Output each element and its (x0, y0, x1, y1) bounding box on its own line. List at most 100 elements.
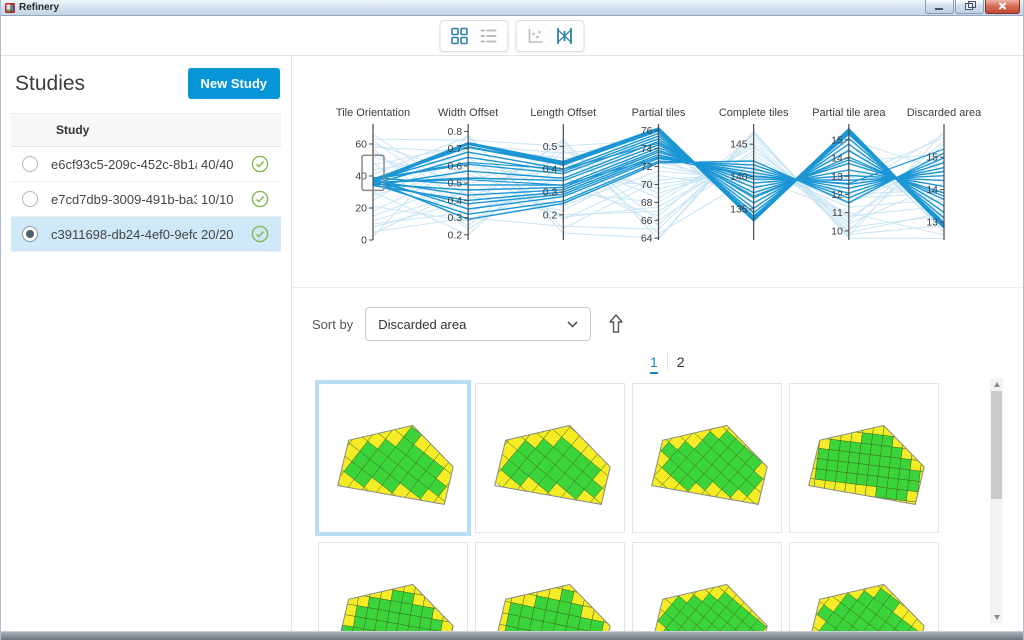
grid-view-icon[interactable] (451, 27, 469, 45)
study-row[interactable]: c3911698-db24-4ef0-9efc-a7 20/20 (11, 217, 281, 252)
section-divider (292, 287, 1023, 288)
svg-text:Width Offset: Width Offset (438, 107, 498, 119)
results-scrollbar[interactable] (990, 378, 1003, 623)
result-thumbnail[interactable] (789, 383, 939, 533)
result-thumbnail[interactable] (789, 542, 939, 632)
minimize-button[interactable] (925, 0, 954, 14)
study-radio[interactable] (22, 156, 38, 172)
result-thumbnail[interactable] (632, 383, 782, 533)
sort-controls: Sort by Discarded area (312, 307, 625, 341)
svg-text:Partial tiles: Partial tiles (632, 107, 686, 119)
scroll-up-icon[interactable] (990, 378, 1003, 390)
result-thumbnail[interactable] (315, 380, 471, 536)
window-title: Refinery (19, 1, 60, 13)
svg-text:68: 68 (641, 197, 653, 209)
svg-text:0.3: 0.3 (448, 212, 463, 224)
svg-text:140: 140 (730, 171, 748, 183)
svg-text:0.4: 0.4 (543, 164, 558, 176)
result-thumbnail[interactable] (632, 542, 782, 632)
svg-text:20: 20 (355, 203, 367, 215)
svg-text:13: 13 (926, 217, 938, 229)
svg-text:14: 14 (831, 153, 843, 165)
study-row[interactable]: e7cd7db9-3009-491b-ba3e-5 10/10 (11, 182, 281, 217)
result-thumbnail[interactable] (475, 383, 625, 533)
svg-text:Complete tiles: Complete tiles (719, 107, 789, 119)
svg-text:0.3: 0.3 (543, 187, 558, 199)
app-icon (5, 2, 15, 13)
svg-text:Length Offset: Length Offset (530, 107, 596, 119)
study-progress: 10/10 (201, 191, 234, 207)
result-thumbnail[interactable] (318, 542, 468, 632)
studies-panel: Studies New Study Study e6cf93c5-209c-45… (1, 56, 291, 632)
close-button[interactable] (985, 0, 1020, 14)
svg-text:0: 0 (361, 235, 367, 247)
studies-table-header: Study (11, 113, 281, 147)
studies-table: Study e6cf93c5-209c-452c-8b1a-4 40/40 e7… (11, 113, 281, 252)
study-complete-icon (251, 225, 269, 243)
view-toolbar (439, 20, 585, 52)
study-id: e7cd7db9-3009-491b-ba3e-5 (51, 191, 197, 207)
sort-field-value: Discarded area (378, 316, 467, 332)
study-id: c3911698-db24-4ef0-9efc-a7 (51, 226, 197, 242)
svg-text:Partial tile area: Partial tile area (812, 107, 886, 119)
panel-divider (291, 56, 292, 632)
svg-text:12: 12 (831, 189, 843, 201)
scatter-plot-icon[interactable] (527, 27, 545, 45)
svg-text:72: 72 (641, 161, 653, 173)
svg-text:15: 15 (926, 152, 938, 164)
restore-icon (965, 1, 976, 10)
study-radio[interactable] (22, 191, 38, 207)
titlebar: Refinery (1, 0, 1023, 16)
chevron-down-icon (567, 320, 578, 328)
restore-button[interactable] (955, 0, 984, 14)
svg-text:135: 135 (730, 203, 748, 215)
sort-field-dropdown[interactable]: Discarded area (365, 307, 592, 341)
svg-text:64: 64 (641, 233, 653, 245)
svg-text:11: 11 (832, 207, 843, 219)
svg-text:0.2: 0.2 (448, 229, 463, 241)
study-complete-icon (251, 155, 269, 173)
svg-text:0.7: 0.7 (448, 143, 463, 155)
page-1-link[interactable]: 1 (641, 353, 667, 374)
topbar (1, 16, 1023, 56)
scroll-down-icon[interactable] (990, 611, 1003, 623)
svg-text:10: 10 (831, 225, 843, 237)
parallel-coordinates-chart[interactable]: Tile Orientation 0 20 40 60 Width Offset 0.2 0.… (301, 98, 1023, 273)
new-study-button[interactable]: New Study (187, 68, 280, 99)
svg-text:145: 145 (730, 139, 748, 151)
svg-text:70: 70 (641, 179, 653, 191)
svg-text:13: 13 (831, 171, 843, 183)
svg-text:40: 40 (355, 171, 367, 183)
main-panel: Tile Orientation 0 20 40 60 Width Offset 0.2 0.… (292, 56, 1023, 632)
parallel-coordinates-icon[interactable] (556, 27, 574, 45)
sort-ascending-icon[interactable] (607, 314, 625, 334)
results-grid (315, 380, 939, 632)
svg-text:0.5: 0.5 (543, 141, 558, 153)
chart-toggle-group (515, 20, 585, 52)
svg-text:0.6: 0.6 (448, 160, 463, 172)
layout-toggle-group (439, 20, 509, 52)
page-title: Studies (15, 71, 86, 95)
window-controls (924, 0, 1020, 14)
svg-text:Discarded area: Discarded area (907, 107, 982, 119)
svg-text:14: 14 (926, 184, 938, 196)
os-taskbar-edge (1, 631, 1023, 640)
study-progress: 20/20 (201, 226, 234, 242)
svg-text:74: 74 (641, 143, 653, 155)
svg-text:76: 76 (641, 125, 653, 137)
result-thumbnail[interactable] (475, 542, 625, 632)
studies-header: Studies New Study (1, 56, 291, 111)
study-row[interactable]: e6cf93c5-209c-452c-8b1a-4 40/40 (11, 147, 281, 182)
scrollbar-thumb[interactable] (991, 391, 1002, 499)
study-radio[interactable] (22, 226, 38, 242)
minimize-icon (935, 8, 943, 10)
svg-text:Tile Orientation: Tile Orientation (336, 107, 410, 119)
svg-text:0.5: 0.5 (448, 178, 463, 190)
page-2-link[interactable]: 2 (666, 353, 694, 371)
sort-by-label: Sort by (312, 316, 354, 332)
list-view-icon[interactable] (480, 27, 498, 45)
svg-text:60: 60 (355, 139, 367, 151)
pagination: 1 2 (641, 353, 694, 374)
study-progress: 40/40 (201, 156, 234, 172)
